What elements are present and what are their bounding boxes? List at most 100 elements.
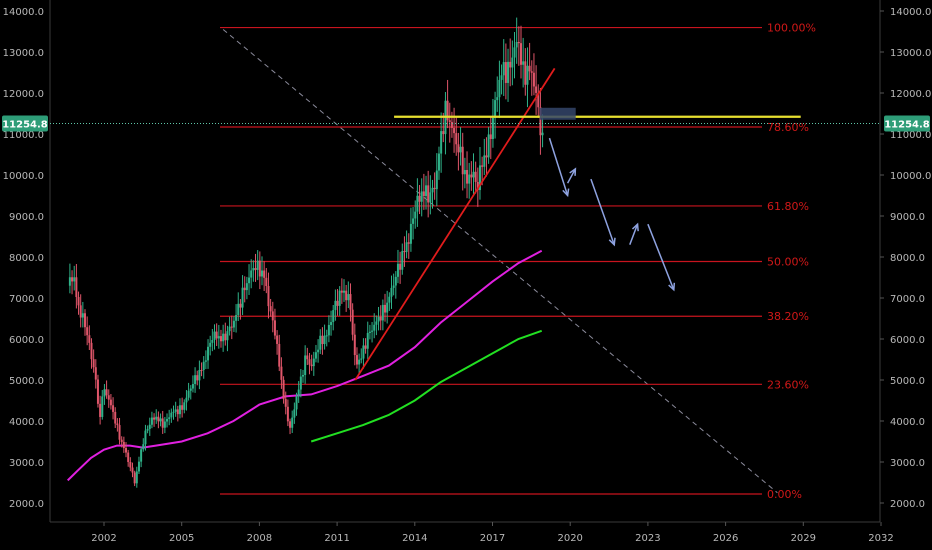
candle-body: [319, 335, 322, 350]
candle-body: [204, 360, 207, 362]
candle-body: [366, 332, 369, 349]
projection-arrow: [629, 223, 639, 245]
candle-body: [509, 61, 512, 68]
candle-body: [105, 389, 108, 396]
candle-body: [483, 155, 486, 167]
moving-averages: [66, 249, 543, 482]
candle-body: [392, 285, 395, 288]
candle-body: [116, 423, 119, 426]
candle-body: [496, 97, 499, 101]
candle-body: [377, 316, 380, 322]
fib-level-label: 100.00%: [767, 22, 816, 35]
candle-body: [396, 263, 399, 277]
candle-body: [153, 417, 156, 420]
candle-body: [416, 195, 419, 212]
candle-body: [502, 62, 505, 76]
candle-body: [321, 335, 324, 345]
candle-body: [125, 448, 128, 453]
candle-body: [362, 345, 365, 359]
x-tick-label: 2014: [402, 533, 427, 544]
candle-body: [90, 342, 93, 360]
candle-body: [168, 417, 171, 419]
candle-body: [345, 290, 348, 301]
y-tick-label-left: 14000.0: [3, 7, 44, 18]
candle-body: [202, 361, 205, 371]
x-tick-label: 2023: [635, 533, 660, 544]
x-tick-label: 2020: [557, 533, 582, 544]
candle-body: [304, 355, 307, 376]
candle-body: [284, 399, 287, 407]
candle-body: [96, 379, 99, 404]
candle-body: [226, 331, 229, 341]
candle-body: [88, 335, 91, 343]
candle-body: [170, 412, 173, 418]
current-price-label-right: 11254.8: [884, 120, 930, 131]
candle-body: [412, 218, 415, 224]
y-tick-label-left: 7000.0: [9, 294, 44, 305]
candle-body: [532, 72, 535, 87]
candle-body: [159, 418, 162, 422]
candle-body: [338, 290, 341, 306]
candle-body: [459, 146, 462, 153]
candle-body: [504, 62, 507, 83]
candle-body: [122, 441, 125, 449]
candle-body: [511, 57, 514, 68]
y-tick-label-right: 7000.0: [890, 294, 925, 305]
candle-body: [112, 405, 115, 412]
candle-body: [407, 242, 410, 244]
candle-body: [487, 134, 490, 158]
candle-body: [265, 277, 268, 286]
candle-body: [355, 355, 358, 365]
candle-body: [405, 242, 408, 252]
candle-body: [325, 335, 328, 337]
x-axis: 2002 2005 2008 2011 2014 2017 2020 2023 2026 2029…: [91, 522, 894, 544]
candle-body: [472, 171, 475, 178]
candle-body: [470, 174, 473, 178]
candle-body: [522, 61, 525, 65]
candle-body: [77, 296, 80, 306]
candle-body: [269, 306, 272, 312]
candle-body: [94, 367, 97, 380]
candle-body: [420, 191, 423, 202]
candle-body: [129, 461, 132, 468]
y-tick-label-left: 3000.0: [9, 458, 44, 469]
candle-body: [73, 277, 76, 282]
y-axis-right: 2000.0 3000.0 4000.0 5000.0 6000.0 7000.0 8000…: [880, 7, 931, 510]
candle-body: [528, 65, 531, 72]
candle-body: [364, 345, 367, 349]
candle-body: [310, 364, 313, 367]
y-tick-label-left: 6000.0: [9, 335, 44, 346]
candle-body: [230, 326, 233, 328]
candle-body: [213, 331, 216, 340]
candle-body: [181, 405, 184, 410]
candle-body: [243, 287, 246, 291]
candle-body: [358, 359, 361, 365]
candle-body: [463, 170, 466, 175]
candle-body: [541, 132, 544, 136]
trend-lines: [354, 67, 801, 381]
y-tick-label-right: 6000.0: [890, 335, 925, 346]
candle-body: [245, 283, 248, 291]
candle-body: [485, 155, 488, 158]
candle-body: [427, 185, 430, 203]
candle-body: [280, 366, 283, 380]
candle-body: [291, 417, 294, 428]
candle-body: [135, 471, 138, 484]
candle-body: [399, 263, 402, 270]
candle-body: [353, 334, 356, 356]
candle-body: [422, 191, 425, 196]
candle-body: [109, 399, 112, 406]
candle-body: [455, 133, 458, 145]
candle-body: [256, 260, 259, 270]
candle-body: [360, 358, 363, 360]
candle-body: [196, 375, 199, 381]
candle-body: [166, 418, 169, 422]
candle-body: [494, 100, 497, 118]
projection-arrow: [590, 178, 615, 245]
candle-body: [334, 300, 337, 311]
candle-body: [254, 268, 257, 270]
candle-body: [191, 383, 194, 389]
candle-body: [282, 379, 285, 400]
candle-body: [252, 268, 255, 271]
